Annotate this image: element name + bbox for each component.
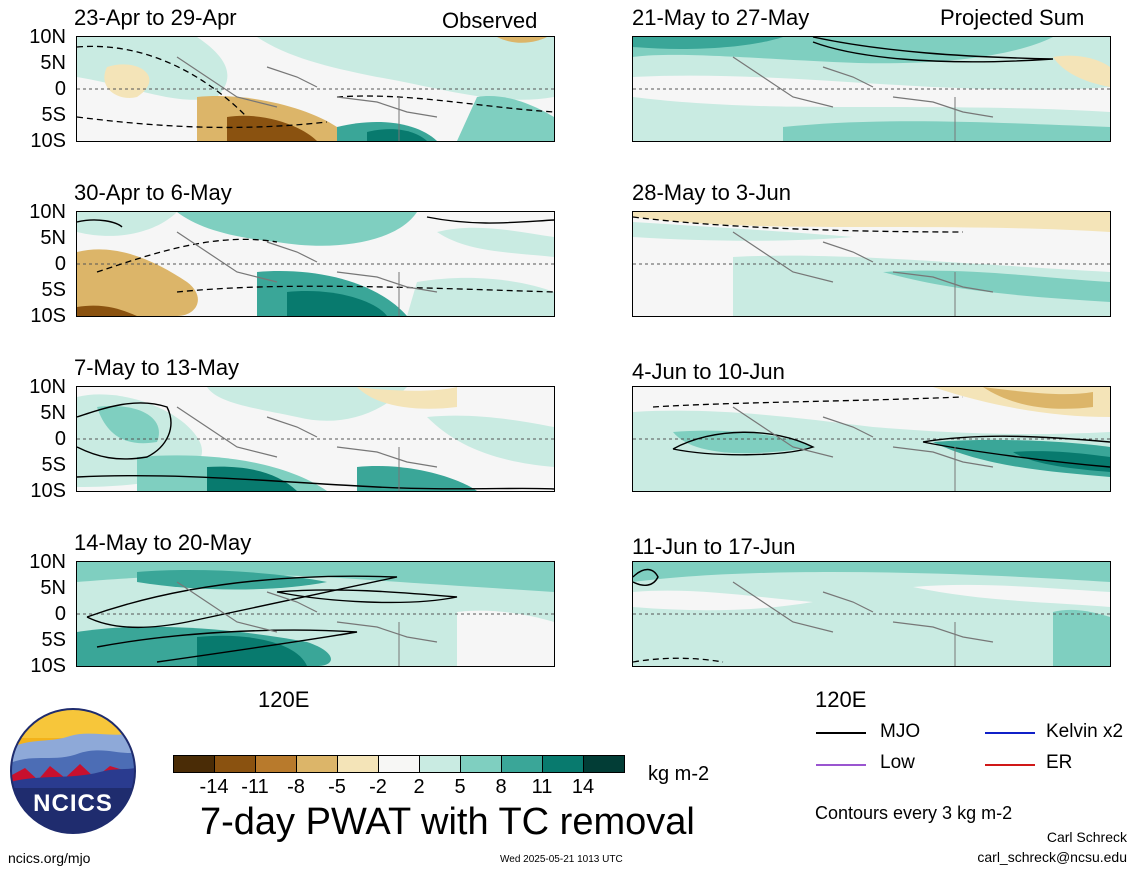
er-legend-label: ER (1046, 752, 1073, 773)
panel-title-right-2: 28-May to 3-Jun (632, 180, 791, 205)
colorbar-swatch (583, 755, 625, 773)
kelvin-line-swatch (985, 732, 1035, 734)
lat-label: 10N (29, 201, 66, 223)
colorbar-swatch (296, 755, 338, 773)
colorbar-unit: kg m-2 (648, 763, 710, 785)
site-url[interactable]: ncics.org/mjo (8, 850, 91, 866)
mjo-line-swatch (816, 732, 866, 734)
lat-label: 10N (29, 376, 66, 398)
logo-text: NCICS (33, 790, 113, 817)
mjo-legend-label: MJO (880, 721, 921, 742)
panel-title-left-2: 30-Apr to 6-May (74, 180, 232, 205)
observed-label: Observed (442, 8, 538, 33)
colorbar-swatch (337, 755, 379, 773)
map-panel-right-3 (632, 386, 1111, 492)
lat-label: 10S (30, 305, 66, 327)
lat-label: 0 (54, 428, 66, 450)
panel-title-left-4: 14-May to 20-May (74, 530, 252, 555)
colorbar-tick: -5 (328, 776, 346, 798)
low-line-swatch (816, 764, 866, 766)
lat-label: 0 (54, 78, 66, 100)
colorbar-swatch (378, 755, 420, 773)
lat-label: 0 (54, 253, 66, 275)
lat-label: 10S (30, 130, 66, 152)
colorbar-tick: -11 (241, 776, 269, 798)
colorbar-swatch (460, 755, 502, 773)
colorbar-tick: 5 (454, 776, 466, 798)
colorbar-tick: -14 (199, 776, 229, 798)
panel-title-right-1: 21-May to 27-May (632, 5, 810, 30)
map-panel-left-3 (76, 386, 555, 492)
lon-label-left: 120E (258, 687, 310, 712)
colorbar-swatch (501, 755, 543, 773)
projected-sum-label: Projected Sum (940, 5, 1085, 30)
ncics-logo: NCICS (10, 708, 136, 834)
lat-label: 10S (30, 480, 66, 502)
author-name: Carl Schreck (1046, 829, 1127, 845)
timestamp: Wed 2025-05-21 1013 UTC (500, 854, 623, 865)
map-panel-left-4 (76, 561, 555, 667)
map-panel-right-4 (632, 561, 1111, 667)
panel-title-left-3: 7-May to 13-May (74, 355, 240, 380)
lon-label-right: 120E (815, 687, 867, 712)
colorbar-tick: 14 (571, 776, 595, 798)
map-panel-right-2 (632, 211, 1111, 317)
lat-label: 5N (40, 52, 66, 74)
map-panel-left-1 (76, 36, 555, 142)
lat-label: 10S (30, 655, 66, 677)
main-title: 7-day PWAT with TC removal (200, 801, 695, 843)
colorbar-swatch (173, 755, 215, 773)
lat-label: 5S (41, 454, 66, 476)
colorbar-swatch (419, 755, 461, 773)
lat-label: 10N (29, 26, 66, 48)
low-legend-label: Low (880, 752, 915, 773)
lat-label: 5N (40, 227, 66, 249)
colorbar-swatch (255, 755, 297, 773)
panel-title-right-3: 4-Jun to 10-Jun (632, 359, 785, 384)
colorbar-tick: 2 (413, 776, 425, 798)
contour-note: Contours every 3 kg m-2 (815, 803, 1013, 823)
colorbar-tick: -8 (287, 776, 305, 798)
panel-title-left-1: 23-Apr to 29-Apr (74, 5, 237, 30)
lat-label: 0 (54, 603, 66, 625)
lat-label: 5S (41, 629, 66, 651)
map-panel-right-1 (632, 36, 1111, 142)
kelvin-legend-label: Kelvin x2 (1046, 721, 1124, 742)
lat-label: 5N (40, 402, 66, 424)
lat-label: 5S (41, 279, 66, 301)
lat-label: 10N (29, 551, 66, 573)
lat-label: 5S (41, 104, 66, 126)
author-email[interactable]: carl_schreck@ncsu.edu (977, 849, 1127, 865)
panel-title-right-4: 11-Jun to 17-Jun (632, 534, 796, 559)
map-panel-left-2 (76, 211, 555, 317)
lat-label: 5N (40, 577, 66, 599)
colorbar-tick: -2 (369, 776, 387, 798)
colorbar-tick: 11 (531, 776, 553, 798)
er-line-swatch (985, 764, 1035, 766)
colorbar-tick: 8 (495, 776, 507, 798)
colorbar-swatch (214, 755, 256, 773)
colorbar-swatch (542, 755, 584, 773)
